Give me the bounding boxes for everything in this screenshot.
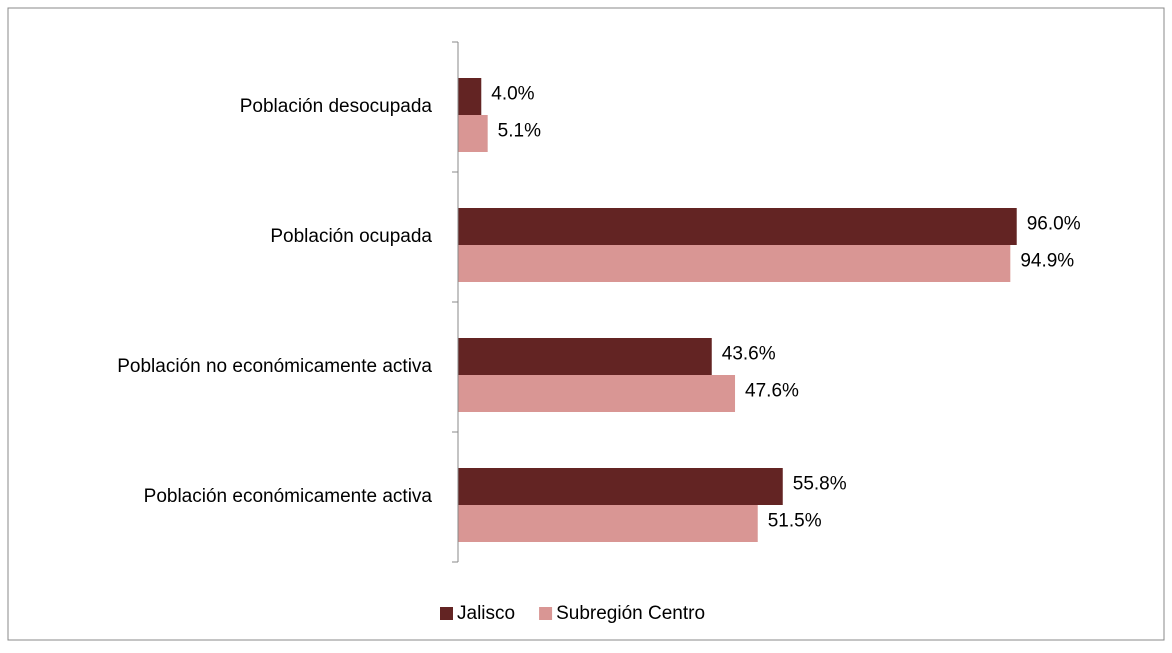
data-label: 43.6% xyxy=(722,344,776,365)
chart-border xyxy=(7,7,1165,641)
legend-label: Subregión Centro xyxy=(556,603,705,624)
data-label: 51.5% xyxy=(768,511,822,532)
y-tick-label: Población ocupada xyxy=(270,226,432,247)
bar xyxy=(458,208,1017,245)
data-label: 5.1% xyxy=(498,121,541,142)
data-label: 94.9% xyxy=(1020,251,1074,272)
y-tick-label: Población no económicamente activa xyxy=(117,356,432,377)
bar xyxy=(458,78,482,115)
data-label: 96.0% xyxy=(1027,214,1081,235)
legend-swatch xyxy=(440,607,453,620)
data-label: 47.6% xyxy=(745,381,799,402)
data-label: 4.0% xyxy=(491,84,534,105)
y-tick-label: Población económicamente activa xyxy=(144,486,433,507)
bar xyxy=(458,505,758,542)
bar xyxy=(458,338,712,375)
bar xyxy=(458,468,783,505)
bar xyxy=(458,245,1011,282)
legend-label: Jalisco xyxy=(457,603,515,624)
bar xyxy=(458,375,736,412)
legend-swatch xyxy=(539,607,553,620)
y-tick-label: Población desocupada xyxy=(240,96,433,117)
bar xyxy=(458,115,488,152)
data-label: 55.8% xyxy=(793,474,847,495)
